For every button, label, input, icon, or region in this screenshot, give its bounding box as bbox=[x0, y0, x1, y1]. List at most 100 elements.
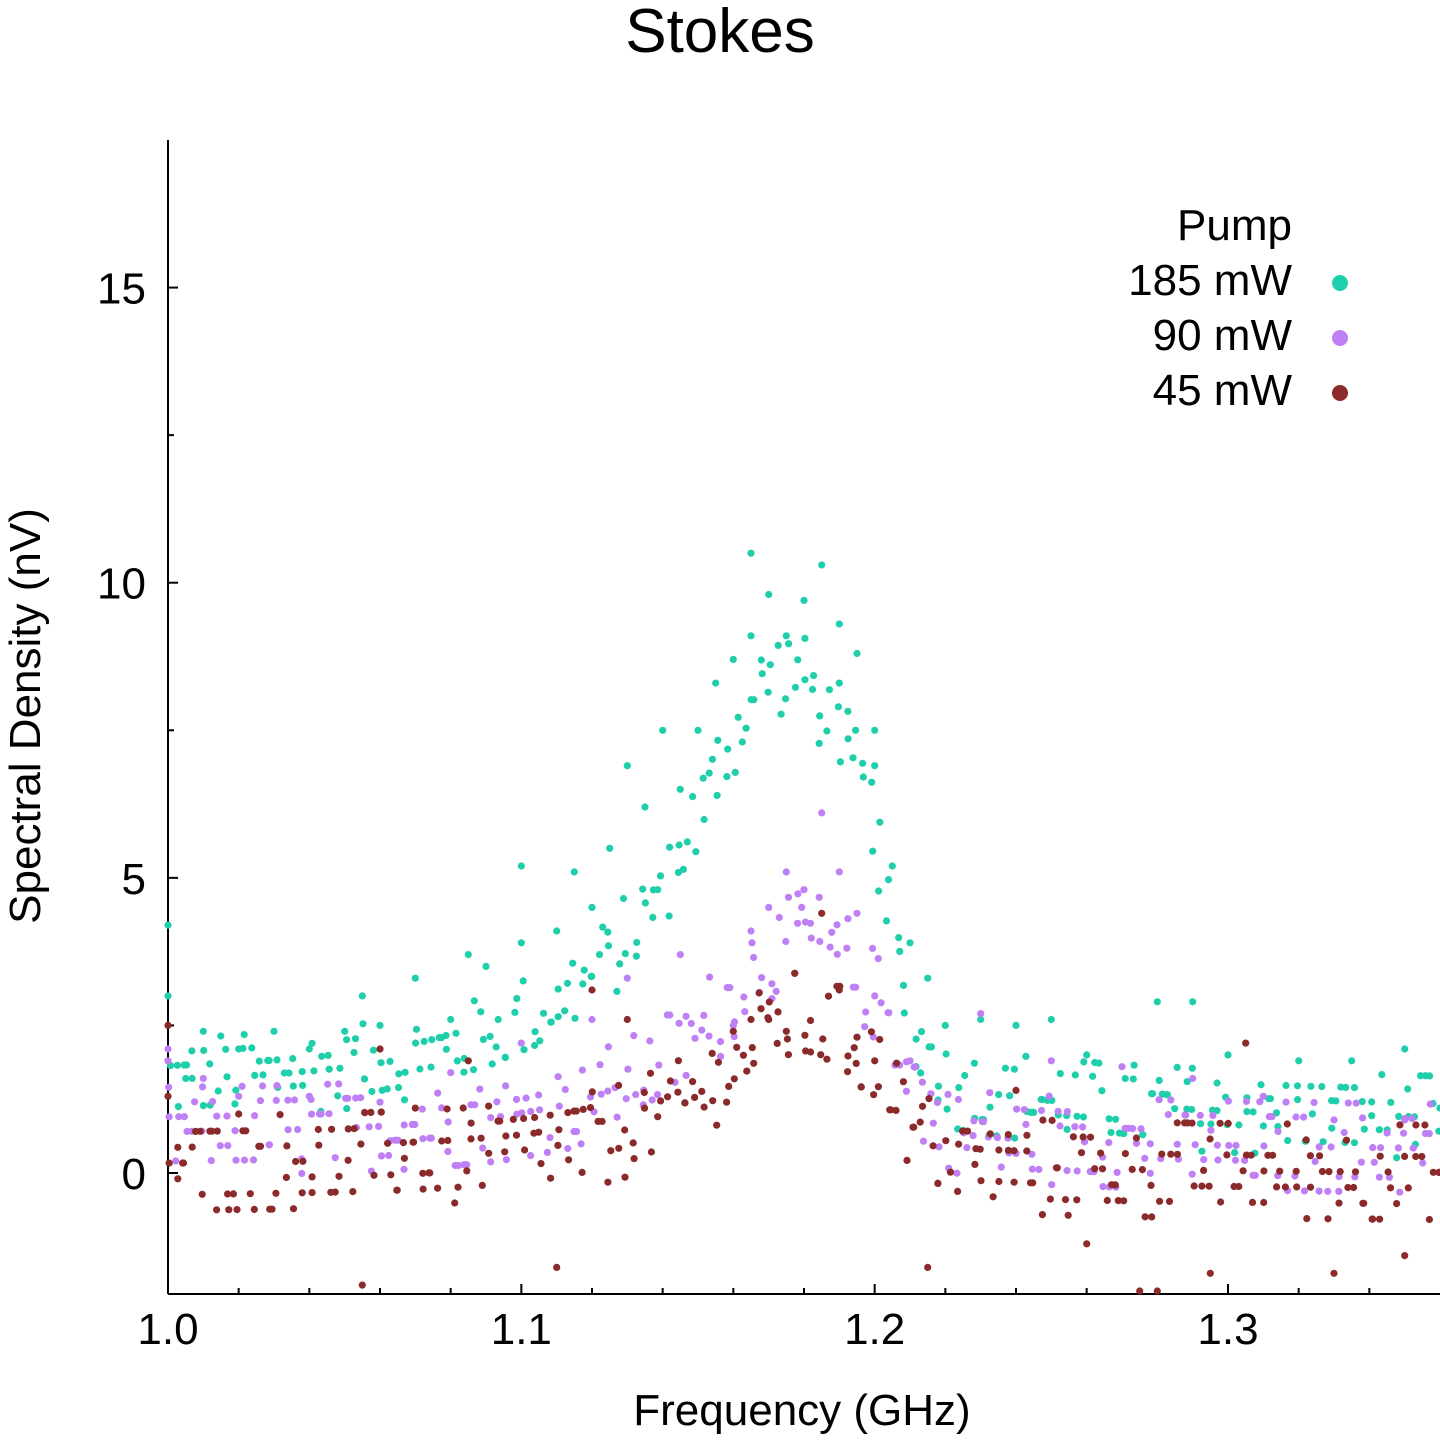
data-point-45mw bbox=[903, 1156, 911, 1164]
data-point-45mw bbox=[1132, 1134, 1140, 1142]
data-point-45mw bbox=[1148, 1213, 1156, 1221]
data-point-90mw bbox=[1259, 1092, 1267, 1100]
data-point-45mw bbox=[1344, 1183, 1352, 1192]
data-point-90mw bbox=[444, 1147, 452, 1156]
data-point-90mw bbox=[740, 993, 748, 1001]
data-point-45mw bbox=[773, 1039, 781, 1047]
data-point-90mw bbox=[577, 1140, 585, 1148]
data-point-185mw bbox=[675, 841, 683, 849]
data-point-90mw bbox=[730, 1033, 738, 1041]
data-point-90mw bbox=[653, 1091, 662, 1099]
data-point-185mw bbox=[376, 1021, 384, 1029]
data-point-185mw bbox=[553, 927, 561, 935]
data-point-90mw bbox=[493, 1098, 501, 1106]
data-point-45mw bbox=[1224, 1119, 1232, 1127]
data-point-90mw bbox=[175, 1113, 183, 1121]
data-point-185mw bbox=[785, 640, 793, 648]
data-point-45mw bbox=[520, 1114, 528, 1123]
data-point-185mw bbox=[1038, 1095, 1046, 1104]
data-point-185mw bbox=[1368, 1098, 1376, 1106]
data-point-185mw bbox=[1266, 1095, 1274, 1103]
data-point-45mw bbox=[419, 1169, 427, 1177]
data-point-185mw bbox=[217, 1032, 225, 1040]
data-point-90mw bbox=[357, 1094, 365, 1102]
data-point-90mw bbox=[216, 1142, 224, 1150]
data-point-90mw bbox=[555, 1102, 563, 1110]
data-point-45mw bbox=[315, 1141, 323, 1149]
data-point-45mw bbox=[1283, 1120, 1291, 1128]
data-point-90mw bbox=[1408, 1115, 1416, 1123]
data-point-185mw bbox=[1056, 1070, 1064, 1078]
data-point-90mw bbox=[596, 1061, 604, 1069]
data-point-45mw bbox=[664, 1093, 672, 1101]
data-point-90mw bbox=[235, 1092, 243, 1100]
data-point-45mw bbox=[791, 969, 799, 977]
data-point-185mw bbox=[1294, 1096, 1302, 1104]
data-point-45mw bbox=[266, 1205, 274, 1213]
data-point-185mw bbox=[200, 1046, 208, 1055]
data-point-45mw bbox=[750, 1059, 758, 1067]
data-point-90mw bbox=[687, 1019, 695, 1028]
data-point-185mw bbox=[1436, 1104, 1440, 1112]
data-point-45mw bbox=[689, 1078, 697, 1086]
data-point-45mw bbox=[174, 1175, 182, 1183]
data-point-45mw bbox=[537, 1160, 545, 1168]
data-point-185mw bbox=[782, 632, 790, 640]
data-point-45mw bbox=[1260, 1198, 1268, 1207]
data-point-185mw bbox=[808, 685, 817, 694]
data-point-185mw bbox=[501, 1053, 509, 1061]
data-point-90mw bbox=[259, 1082, 267, 1090]
data-point-45mw bbox=[1173, 1119, 1181, 1127]
data-point-45mw bbox=[971, 1160, 979, 1168]
data-point-45mw bbox=[1303, 1215, 1311, 1223]
data-point-185mw bbox=[1224, 1051, 1232, 1059]
data-point-45mw bbox=[1086, 1133, 1095, 1141]
data-point-45mw bbox=[376, 1045, 384, 1053]
data-point-45mw bbox=[674, 1057, 683, 1065]
data-point-185mw bbox=[1257, 1081, 1265, 1089]
data-point-90mw bbox=[1213, 1141, 1221, 1149]
data-point-45mw bbox=[292, 1157, 300, 1166]
data-point-185mw bbox=[876, 818, 884, 826]
data-point-185mw bbox=[401, 1068, 409, 1076]
data-point-90mw bbox=[517, 1039, 525, 1047]
data-point-45mw bbox=[733, 1043, 741, 1051]
data-point-45mw bbox=[977, 1177, 985, 1185]
data-point-45mw bbox=[713, 1121, 721, 1129]
data-point-90mw bbox=[1260, 1142, 1268, 1150]
data-point-45mw bbox=[1158, 1150, 1166, 1158]
data-point-185mw bbox=[223, 1073, 231, 1081]
data-point-185mw bbox=[240, 1031, 248, 1039]
data-point-45mw bbox=[1097, 1149, 1105, 1157]
data-point-185mw bbox=[1295, 1057, 1303, 1065]
data-point-90mw bbox=[165, 1083, 173, 1091]
data-point-90mw bbox=[868, 944, 877, 953]
data-point-45mw bbox=[942, 1137, 950, 1145]
data-point-45mw bbox=[1153, 1287, 1161, 1295]
data-point-45mw bbox=[478, 1181, 486, 1189]
data-point-90mw bbox=[1401, 1116, 1409, 1124]
data-point-185mw bbox=[334, 1092, 342, 1100]
data-point-45mw bbox=[1173, 1150, 1181, 1158]
data-point-90mw bbox=[251, 1112, 259, 1120]
data-point-90mw bbox=[1121, 1124, 1129, 1132]
data-point-45mw bbox=[1128, 1165, 1136, 1173]
data-point-90mw bbox=[1079, 1123, 1087, 1131]
data-point-90mw bbox=[527, 1107, 535, 1115]
data-point-90mw bbox=[623, 974, 631, 982]
data-point-90mw bbox=[1209, 1111, 1217, 1120]
data-point-45mw bbox=[729, 1027, 737, 1035]
data-point-185mw bbox=[1112, 1115, 1120, 1123]
data-point-90mw bbox=[165, 1113, 173, 1121]
data-point-45mw bbox=[1435, 1168, 1440, 1176]
data-point-185mw bbox=[358, 992, 366, 1000]
data-point-185mw bbox=[781, 695, 790, 703]
data-point-185mw bbox=[1293, 1082, 1302, 1090]
data-point-45mw bbox=[1138, 1166, 1146, 1174]
data-point-185mw bbox=[1095, 1059, 1103, 1067]
data-point-90mw bbox=[487, 1158, 495, 1166]
data-point-45mw bbox=[774, 1008, 782, 1016]
data-point-45mw bbox=[681, 1099, 689, 1107]
data-point-185mw bbox=[834, 703, 843, 711]
data-point-45mw bbox=[925, 1095, 933, 1103]
